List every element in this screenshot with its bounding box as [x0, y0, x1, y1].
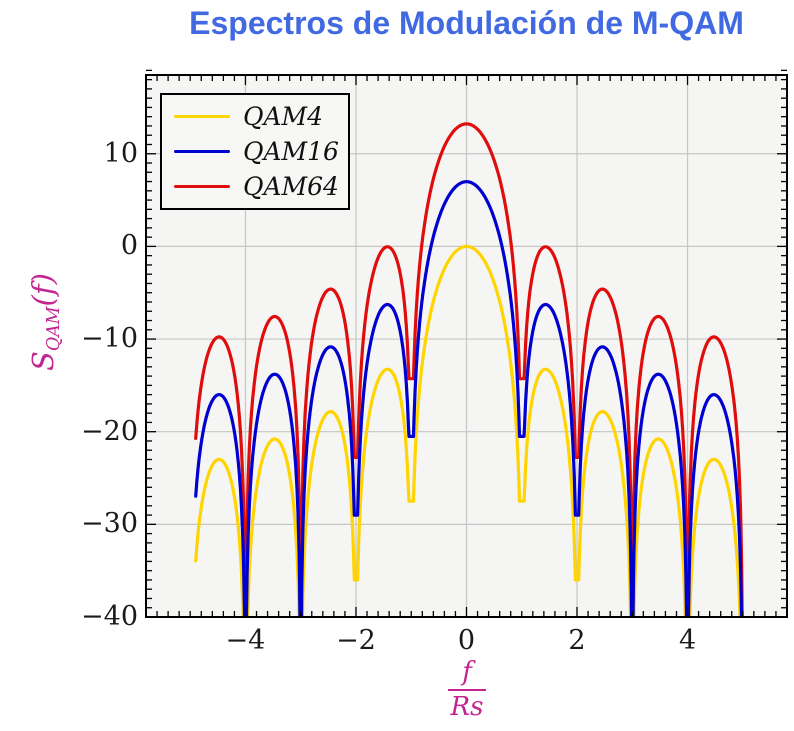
y-label-rest: (f)	[25, 273, 60, 307]
spectra-curves	[194, 122, 744, 617]
legend-item-qam64: QAM64	[174, 169, 348, 204]
y-tick-label: −40	[81, 601, 138, 632]
legend-line-swatch	[174, 150, 230, 153]
x-tick-label: 2	[568, 625, 586, 656]
legend-item-qam4: QAM4	[174, 99, 348, 134]
fraction-bar	[448, 688, 486, 691]
legend-label: QAM64	[243, 172, 339, 201]
y-tick-label: −10	[81, 323, 138, 355]
legend-item-qam16: QAM16	[174, 134, 348, 169]
legend-label: QAM16	[243, 137, 339, 166]
y-axis-label: SQAM(f)	[26, 273, 64, 371]
x-tick-label: 0	[457, 625, 476, 656]
curve-qam4	[194, 244, 742, 617]
x-tick-label: 4	[678, 625, 697, 656]
legend-label: QAM4	[243, 102, 324, 131]
x-tick-label: −4	[225, 625, 266, 656]
y-tick-label: −30	[81, 508, 138, 540]
x-label-denominator: Rs	[450, 691, 484, 722]
legend: QAM4 QAM16 QAM64	[160, 93, 350, 210]
legend-line-swatch	[174, 185, 230, 188]
curve-qam64	[194, 122, 744, 617]
legend-line-swatch	[174, 115, 230, 118]
x-label-numerator: f	[462, 657, 472, 687]
y-tick-label: 10	[103, 137, 138, 169]
x-axis-label: f Rs	[448, 658, 486, 721]
y-label-subscript: QAM	[44, 306, 65, 352]
y-label-main: S	[25, 351, 60, 371]
chart-title: Espectros de Modulación de M-QAM	[189, 5, 744, 41]
x-tick-label: −2	[336, 625, 376, 656]
curve-qam16	[194, 180, 744, 617]
axis-ticks	[145, 69, 788, 618]
y-tick-label: −20	[81, 415, 138, 447]
y-tick-label: 0	[120, 230, 138, 262]
